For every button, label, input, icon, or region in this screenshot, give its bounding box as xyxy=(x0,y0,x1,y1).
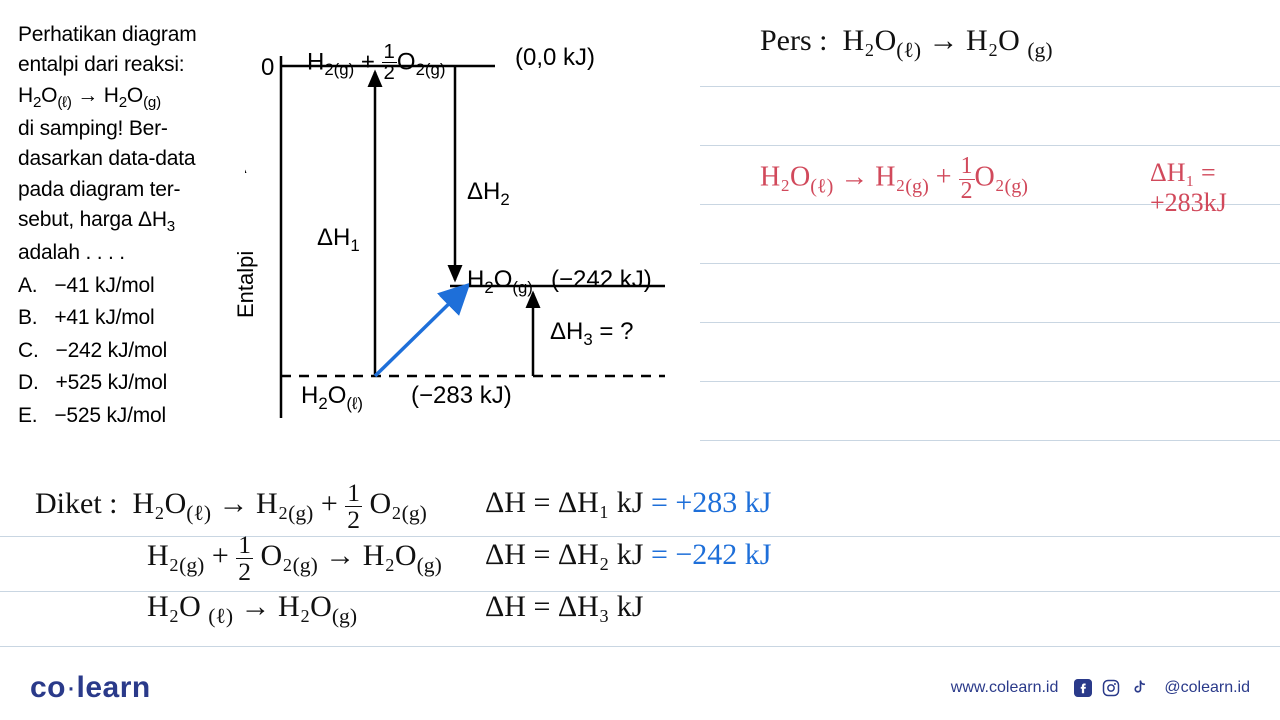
tiktok-icon xyxy=(1128,677,1150,699)
enthalpy-diagram: 0 H2(g) + 12O2(g) (0,0 kJ) ΔH2 ΔH1 H2O(g… xyxy=(245,28,685,428)
q-line: dasarkan data-data xyxy=(18,144,233,174)
footer: co·learn www.colearn.id @colearn.id xyxy=(0,665,1280,720)
dh2-label: ΔH2 xyxy=(467,178,510,210)
q-line: di samping! Ber- xyxy=(18,114,233,144)
red-eq-dh: ΔH₁ = +283kJ xyxy=(1150,158,1280,218)
q-line: pada diagram ter- xyxy=(18,175,233,205)
diagram-svg xyxy=(245,28,685,428)
brand-logo: co·learn xyxy=(30,671,151,705)
diket-block: Diket : H₂O(ℓ) → H₂(g) + 12 O₂(g) ΔH = Δ… xyxy=(35,480,771,633)
q-line: entalpi dari reaksi: xyxy=(18,50,233,80)
option-b: B. +41 kJ/mol xyxy=(18,303,233,333)
option-c: C. −242 kJ/mol xyxy=(18,336,233,366)
footer-handle: @colearn.id xyxy=(1164,679,1250,697)
q-line: sebut, harga ΔH3 xyxy=(18,205,233,238)
social-icons xyxy=(1072,677,1150,699)
instagram-icon xyxy=(1100,677,1122,699)
question-block: Perhatikan diagram entalpi dari reaksi: … xyxy=(18,20,233,431)
option-e: E. −525 kJ/mol xyxy=(18,401,233,431)
dh1-label: ΔH1 xyxy=(317,224,360,256)
bottom-energy: (−283 kJ) xyxy=(411,382,512,410)
q-line: adalah . . . . xyxy=(18,238,233,268)
bottom-species: H2O(ℓ) xyxy=(301,382,363,414)
option-a: A. −41 kJ/mol xyxy=(18,271,233,301)
top-energy: (0,0 kJ) xyxy=(515,44,595,72)
facebook-icon xyxy=(1072,677,1094,699)
mid-energy: (−242 kJ) xyxy=(551,266,652,294)
option-d: D. +525 kJ/mol xyxy=(18,368,233,398)
pers-line: Pers : H₂O(ℓ) → H₂O (g) xyxy=(760,24,1053,63)
zero-label: 0 xyxy=(261,54,274,82)
y-axis-label: Entalpi xyxy=(233,251,259,318)
red-eq: H₂O(ℓ) → H₂(g) + 12O₂(g) xyxy=(760,155,1028,204)
top-species: H2(g) + 12O2(g) xyxy=(307,42,445,84)
dh3-label: ΔH3 = ? xyxy=(550,318,633,350)
q-line: H2O(ℓ) → H2O(g) xyxy=(18,81,233,114)
mid-species: H2O(g) xyxy=(467,266,533,298)
paper-lines-right xyxy=(700,0,1280,470)
footer-url: www.colearn.id xyxy=(951,679,1059,697)
q-line: Perhatikan diagram xyxy=(18,20,233,50)
